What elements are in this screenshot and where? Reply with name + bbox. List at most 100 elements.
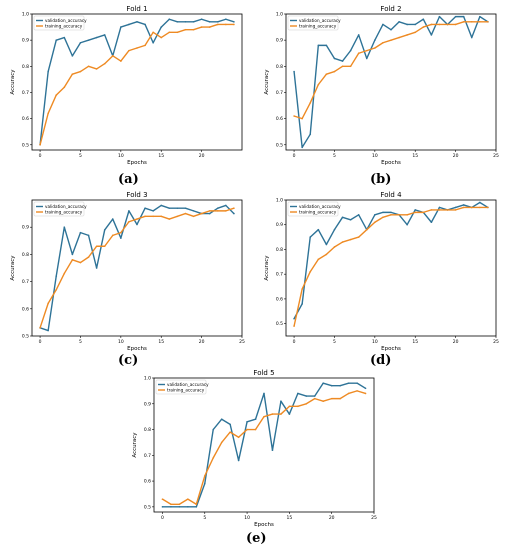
data-point-training_accuracy — [406, 34, 408, 36]
data-point-training_accuracy — [487, 206, 489, 209]
data-point-training_accuracy — [313, 397, 316, 400]
data-point-validation_accuracy — [184, 207, 187, 209]
y-tick-label: 1.0 — [144, 376, 151, 382]
data-point-validation_accuracy — [347, 382, 350, 384]
data-point-training_accuracy — [208, 26, 211, 28]
data-point-training_accuracy — [382, 41, 384, 44]
data-point-training_accuracy — [229, 431, 231, 433]
data-point-validation_accuracy — [271, 449, 274, 451]
data-point-validation_accuracy — [382, 211, 384, 214]
panel-label-b: (b) — [370, 172, 392, 187]
data-point-validation_accuracy — [128, 210, 130, 212]
data-point-validation_accuracy — [95, 267, 98, 269]
data-point-training_accuracy — [330, 397, 333, 400]
data-point-validation_accuracy — [63, 226, 66, 228]
data-point-validation_accuracy — [160, 204, 163, 207]
data-point-training_accuracy — [216, 210, 219, 212]
plot-frame — [285, 13, 497, 151]
x-tick-label: 5 — [79, 153, 82, 159]
legend-label: validation_accuracy — [299, 18, 341, 23]
data-point-training_accuracy — [111, 234, 114, 237]
data-point-validation_accuracy — [325, 44, 328, 47]
y-tick-label: 0.9 — [22, 225, 29, 231]
data-point-validation_accuracy — [229, 423, 231, 426]
data-point-validation_accuracy — [176, 21, 179, 23]
data-point-validation_accuracy — [254, 418, 257, 421]
data-point-validation_accuracy — [203, 482, 206, 485]
data-point-training_accuracy — [317, 83, 320, 86]
legend-label: training_accuracy — [299, 210, 337, 215]
data-point-training_accuracy — [79, 261, 82, 264]
data-point-training_accuracy — [103, 62, 106, 65]
data-point-training_accuracy — [438, 209, 441, 211]
data-point-validation_accuracy — [95, 36, 98, 39]
data-point-validation_accuracy — [462, 204, 465, 206]
data-point-training_accuracy — [288, 405, 291, 408]
series-line-validation_accuracy — [293, 201, 489, 320]
data-point-training_accuracy — [176, 31, 179, 34]
y-tick-label: 0.5 — [276, 142, 283, 148]
data-point-validation_accuracy — [479, 201, 481, 204]
data-point-training_accuracy — [39, 143, 41, 146]
data-point-training_accuracy — [212, 457, 215, 459]
data-point-training_accuracy — [187, 498, 189, 500]
data-point-training_accuracy — [365, 49, 368, 52]
data-point-validation_accuracy — [309, 133, 312, 136]
data-point-validation_accuracy — [470, 36, 473, 39]
x-tick-label: 0 — [293, 339, 296, 345]
data-point-validation_accuracy — [364, 387, 367, 390]
data-point-validation_accuracy — [168, 18, 171, 21]
y-tick-label: 0.8 — [22, 64, 29, 70]
data-point-validation_accuracy — [356, 382, 358, 384]
series-line-training_accuracy — [162, 390, 366, 505]
x-tick-label: 10 — [372, 153, 378, 159]
series-line-validation_accuracy — [162, 382, 366, 508]
data-point-training_accuracy — [374, 221, 376, 224]
x-axis-label: Epochs — [254, 522, 274, 528]
data-point-training_accuracy — [63, 272, 66, 275]
data-point-validation_accuracy — [357, 214, 360, 216]
y-tick-label: 0.7 — [144, 453, 151, 459]
y-tick-label: 0.6 — [144, 479, 151, 485]
data-point-training_accuracy — [430, 23, 433, 26]
data-point-training_accuracy — [220, 441, 223, 444]
data-point-training_accuracy — [462, 21, 465, 23]
data-point-validation_accuracy — [128, 23, 130, 26]
data-point-validation_accuracy — [317, 228, 320, 231]
data-point-training_accuracy — [309, 102, 312, 104]
x-tick-label: 15 — [287, 515, 293, 521]
y-tick-label: 0.8 — [22, 252, 29, 258]
data-point-training_accuracy — [317, 258, 320, 261]
data-point-training_accuracy — [111, 55, 114, 57]
data-point-validation_accuracy — [301, 303, 303, 305]
data-point-validation_accuracy — [454, 206, 457, 209]
legend-label: validation_accuracy — [45, 18, 87, 23]
data-point-training_accuracy — [225, 23, 227, 26]
chart-fold-1: Fold 1 0 5 10 15 20 0.5 0.6 0.7 0.8 0.9 1.0 Epochs Ac… — [10, 5, 243, 166]
data-point-training_accuracy — [365, 228, 368, 231]
y-tick-label: 0.9 — [144, 401, 151, 407]
data-point-training_accuracy — [309, 270, 312, 273]
data-point-validation_accuracy — [225, 18, 227, 21]
data-point-validation_accuracy — [390, 211, 392, 214]
x-tick-label: 15 — [412, 153, 418, 159]
data-point-validation_accuracy — [288, 413, 291, 415]
data-point-training_accuracy — [184, 212, 187, 215]
x-tick-label: 25 — [493, 339, 499, 345]
data-point-training_accuracy — [293, 115, 295, 117]
y-tick-label: 0.6 — [276, 116, 283, 122]
x-tick-label: 15 — [412, 339, 418, 345]
legend-box — [287, 15, 339, 31]
data-point-validation_accuracy — [414, 209, 417, 211]
panel-label-c: (c) — [118, 353, 139, 368]
data-point-training_accuracy — [322, 400, 325, 402]
data-point-validation_accuracy — [176, 207, 179, 209]
data-point-validation_accuracy — [280, 400, 282, 402]
x-tick-label: 5 — [333, 339, 336, 345]
legend-box — [33, 201, 85, 217]
data-point-training_accuracy — [161, 498, 164, 500]
data-point-training_accuracy — [170, 503, 172, 506]
data-point-validation_accuracy — [120, 237, 122, 239]
data-point-validation_accuracy — [220, 418, 223, 421]
x-tick-label: 25 — [239, 339, 245, 345]
